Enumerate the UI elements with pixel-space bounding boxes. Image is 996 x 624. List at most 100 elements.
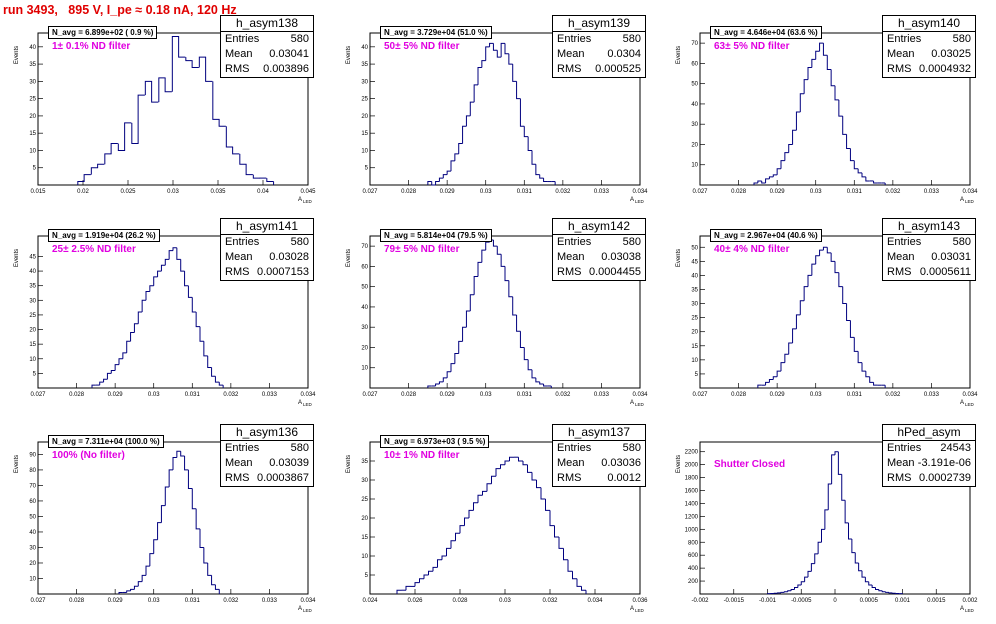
histogram-bin	[845, 500, 848, 523]
x-tick-label: 0.028	[452, 598, 468, 604]
x-axis-label-main: A	[298, 197, 302, 203]
stat-entries-value: 580	[953, 235, 971, 250]
histogram-bin	[872, 585, 875, 588]
x-tick-label: 0.034	[632, 189, 648, 195]
histogram-bin	[483, 491, 488, 495]
histogram-bin	[146, 292, 150, 301]
histogram-bin	[789, 343, 793, 354]
histogram-series	[758, 247, 885, 388]
histogram-bin	[520, 331, 524, 347]
y-tick-label: 30	[691, 122, 698, 128]
x-tick-label: 0.033	[594, 392, 610, 398]
stat-entries-value: 24543	[940, 441, 971, 456]
x-tick-label: 0.04	[257, 189, 269, 195]
histogram-bin	[132, 123, 139, 144]
y-tick-label: 1600	[685, 489, 699, 495]
histogram-bin	[105, 154, 112, 164]
stat-mean-label: Mean	[557, 47, 585, 62]
histogram-bin	[808, 67, 812, 79]
x-axis-label-sub: LED	[965, 199, 975, 204]
histogram-bin	[456, 533, 461, 541]
histogram-bin	[528, 360, 532, 370]
histogram-bin	[505, 266, 509, 280]
stat-rms-label: RMS	[887, 62, 911, 77]
histogram-bin	[465, 518, 470, 526]
x-axis-label: ALED	[298, 606, 313, 613]
histogram-bin	[447, 548, 452, 556]
y-tick-label: 40	[691, 273, 698, 279]
y-tick-label: 35	[691, 287, 698, 293]
histogram-bin	[127, 591, 131, 593]
histogram-series	[92, 248, 223, 388]
y-tick-label: 2200	[685, 450, 699, 456]
histogram-bin	[858, 351, 862, 362]
histogram-bin	[474, 277, 478, 295]
stat-entries-value: 580	[291, 441, 309, 456]
histogram-bin	[501, 43, 505, 57]
histogram-bin	[161, 506, 165, 523]
histogram-bin	[204, 341, 208, 356]
histogram-bin	[528, 137, 532, 151]
histogram-bin	[478, 262, 482, 276]
histogram-bin	[823, 247, 827, 250]
histogram-bin	[246, 164, 253, 174]
histogram-bin	[447, 372, 451, 378]
x-tick-label: 0.034	[632, 392, 648, 398]
histogram-name: h_asym137	[553, 425, 645, 441]
y-tick-label: 70	[361, 244, 368, 250]
y-tick-label: 10	[691, 358, 698, 364]
x-tick-label: -0.0005	[791, 598, 812, 604]
stat-mean-label: Mean	[557, 250, 585, 265]
y-tick-label: 5	[365, 573, 369, 579]
histogram-bin	[509, 54, 513, 64]
y-tick-label: 10	[29, 148, 36, 154]
x-axis-label-sub: LED	[965, 402, 975, 407]
stat-entries-value: 580	[291, 32, 309, 47]
y-tick-label: 20	[361, 345, 368, 351]
histogram-bin	[540, 382, 544, 384]
histogram-bin	[831, 253, 835, 261]
histogram-bin	[791, 589, 794, 590]
histogram-bin	[111, 370, 115, 373]
histogram-bin	[532, 472, 537, 480]
y-tick-label: 1200	[685, 514, 699, 520]
histogram-bin	[459, 341, 463, 353]
y-tick-label: 15	[361, 535, 368, 541]
histogram-bin	[192, 297, 196, 312]
histogram-bin	[478, 68, 482, 85]
x-tick-label: 0.027	[362, 392, 378, 398]
histogram-bin	[789, 144, 793, 152]
x-axis-label-main: A	[960, 400, 964, 406]
x-tick-label: 0.028	[69, 598, 85, 604]
histogram-bin	[882, 591, 885, 592]
stat-rms-value: 0.0005611	[920, 265, 971, 280]
histogram-bin	[487, 484, 492, 492]
stat-rms-label: RMS	[225, 265, 249, 280]
histogram-bin	[428, 182, 432, 185]
histogram-bin	[486, 242, 490, 250]
x-tick-label: 0.033	[262, 598, 278, 604]
histogram-bin	[470, 102, 474, 116]
histogram-bin	[91, 168, 98, 175]
y-tick-label: 10	[29, 357, 36, 363]
histogram-bin	[862, 173, 866, 177]
stat-entries-label: Entries	[225, 235, 259, 250]
histogram-bin	[100, 382, 104, 385]
x-tick-label: 0.015	[30, 189, 46, 195]
histogram-name: hPed_asym	[883, 425, 975, 441]
histogram-bin	[822, 529, 825, 542]
x-axis-label-sub: LED	[303, 199, 313, 204]
y-tick-label: 5	[695, 372, 699, 378]
histogram-bin	[870, 377, 874, 383]
x-axis-label-main: A	[960, 197, 964, 203]
x-tick-label: -0.001	[759, 598, 777, 604]
histogram-series	[119, 451, 219, 594]
histogram-bin	[439, 178, 443, 181]
